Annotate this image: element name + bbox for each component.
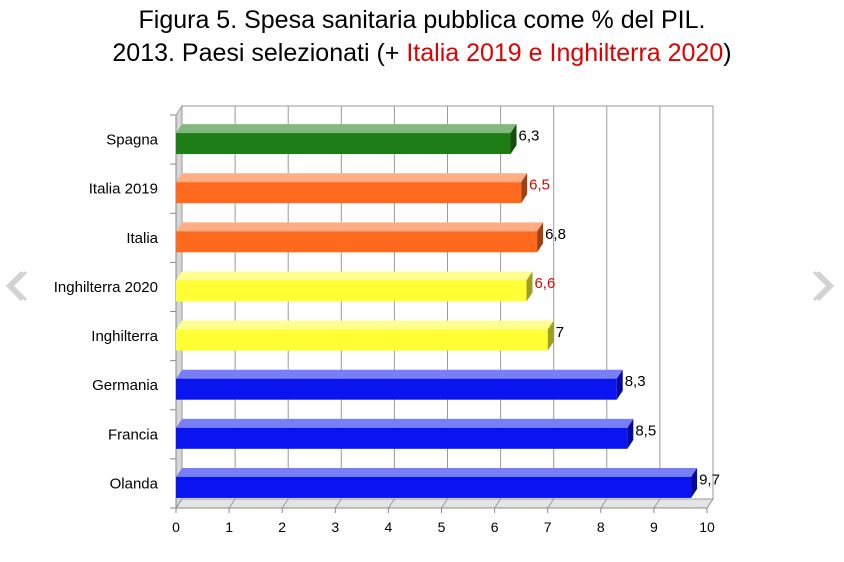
bar-top xyxy=(176,173,528,183)
gridline-floor xyxy=(441,498,448,509)
gridline-floor xyxy=(706,498,714,509)
category-label: Italia 2019 xyxy=(89,181,158,198)
category-labels: Spagna Italia 2019 Italia Inghilterra 2020 I… xyxy=(54,132,159,493)
bar-top xyxy=(176,271,533,281)
gridline-floor xyxy=(547,498,555,509)
bar-front xyxy=(176,378,617,400)
chart-bars xyxy=(176,124,698,498)
bar-top xyxy=(176,418,634,428)
gridline-floor xyxy=(228,498,236,509)
bar-italia xyxy=(176,222,544,253)
bar-end xyxy=(526,271,533,302)
bar-germania xyxy=(176,369,623,400)
x-tick-label: 2 xyxy=(278,519,286,535)
value-labels: 6,3 6,5 6,8 6,6 7 8,3 8,5 9,7 xyxy=(519,128,720,489)
bar-spagna xyxy=(176,124,517,155)
category-label: Spagna xyxy=(106,132,158,149)
bar-end xyxy=(537,222,544,253)
bar-top xyxy=(176,369,623,379)
title-line-2-suffix: ) xyxy=(723,39,732,67)
value-label: 6,6 xyxy=(534,275,555,292)
title-line-2-prefix: 2013. Paesi selezionati (+ xyxy=(112,39,407,67)
value-label: 9,7 xyxy=(699,471,720,488)
bar-front xyxy=(176,231,538,253)
bar-top xyxy=(176,222,544,232)
bar-front xyxy=(176,280,527,302)
category-label: Olanda xyxy=(110,475,159,492)
x-tick-labels: 0 1 2 3 4 5 6 7 8 9 10 xyxy=(172,519,715,535)
x-tick-label: 7 xyxy=(544,519,552,535)
x-tick-label: 4 xyxy=(385,519,393,535)
bar-front xyxy=(176,427,628,449)
chevron-right-icon[interactable] xyxy=(812,268,838,304)
bar-top xyxy=(176,467,698,477)
bar-end xyxy=(691,467,698,498)
x-tick-label: 6 xyxy=(491,519,499,535)
bar-top xyxy=(176,124,517,134)
value-label: 8,3 xyxy=(625,373,646,390)
category-label: Germania xyxy=(92,377,159,394)
bar-francia xyxy=(176,418,634,449)
value-label: 6,3 xyxy=(519,128,540,145)
gridline-floor xyxy=(334,498,342,509)
bar-olanda xyxy=(176,467,698,498)
bar-end xyxy=(627,418,634,449)
value-label: 7 xyxy=(556,324,564,341)
gridline-floor xyxy=(653,498,661,509)
chart-title: Figura 5. Spesa sanitaria pubblica come … xyxy=(0,4,844,70)
value-label: 6,8 xyxy=(545,226,566,243)
category-label: Inghilterra 2020 xyxy=(54,279,158,296)
gridline-floor xyxy=(600,498,608,509)
title-line-2: 2013. Paesi selezionati (+ Italia 2019 e… xyxy=(0,37,844,70)
bar-front xyxy=(176,329,548,351)
category-label: Inghilterra xyxy=(91,328,158,345)
title-line-1: Figura 5. Spesa sanitaria pubblica come … xyxy=(138,6,706,34)
bar-end xyxy=(616,369,623,400)
x-tick-label: 10 xyxy=(699,519,715,535)
x-tick-label: 9 xyxy=(650,519,658,535)
chevron-left-icon[interactable] xyxy=(2,268,28,304)
bar-end xyxy=(547,320,554,351)
x-tick-label: 0 xyxy=(172,519,180,535)
bar-end xyxy=(521,173,528,204)
bar-end xyxy=(510,124,517,155)
x-tick-label: 5 xyxy=(438,519,446,535)
gridline-floor xyxy=(387,498,395,509)
value-label: 6,5 xyxy=(529,177,550,194)
bar-inghilterra-2020 xyxy=(176,271,533,302)
x-tick-label: 3 xyxy=(331,519,339,535)
bar-front xyxy=(176,133,511,155)
category-label: Italia xyxy=(126,230,158,247)
category-label: Francia xyxy=(108,426,159,443)
bar-italia-2019 xyxy=(176,173,528,204)
bar-inghilterra xyxy=(176,320,554,351)
title-line-2-highlight: Italia 2019 e Inghilterra 2020 xyxy=(406,39,724,67)
gridline-floor xyxy=(494,498,502,509)
bar-front xyxy=(176,182,522,204)
x-tick-label: 8 xyxy=(597,519,605,535)
gridline-floor xyxy=(281,498,289,509)
bar-front xyxy=(176,476,692,498)
gridline-floor xyxy=(175,498,183,509)
value-label: 8,5 xyxy=(635,422,656,439)
bar-top xyxy=(176,320,554,330)
x-tick-label: 1 xyxy=(225,519,233,535)
